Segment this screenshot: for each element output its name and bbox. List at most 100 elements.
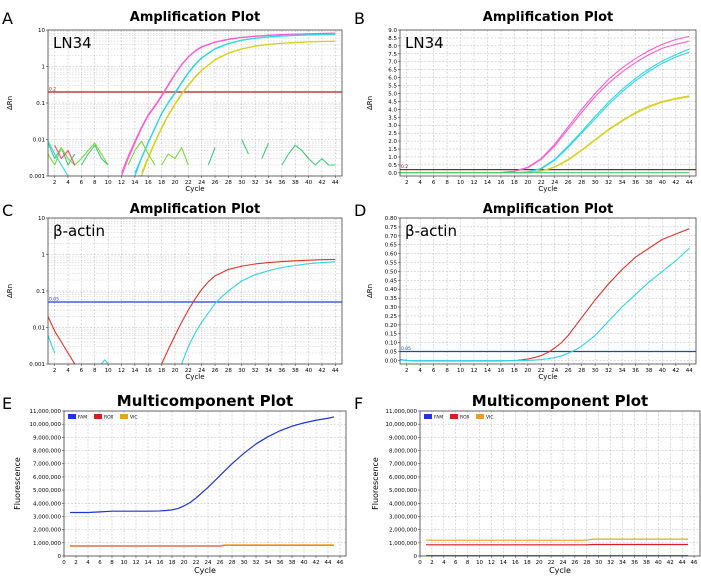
x-tick-label: 18 (524, 560, 531, 566)
y-tick-label: 0.001 (29, 362, 45, 368)
x-tick-label: 24 (559, 560, 566, 566)
x-tick-label: 2 (53, 368, 57, 374)
x-tick-label: 42 (318, 180, 325, 186)
x-tick-label: 0 (62, 560, 66, 566)
x-tick-label: 12 (133, 560, 140, 566)
series-line-4 (400, 48, 690, 174)
x-tick-label: 16 (145, 180, 152, 186)
x-tick-label: 44 (332, 180, 339, 186)
y-tick-label: 7.0 (388, 60, 397, 66)
x-tick-label: 46 (691, 560, 698, 566)
x-tick-label: 40 (655, 560, 662, 566)
x-tick-label: 20 (171, 368, 178, 374)
y-tick-label: 2.5 (388, 131, 397, 137)
x-tick-label: 24 (205, 560, 212, 566)
x-tick-label: 30 (592, 180, 599, 186)
y-tick-label: 2,000,000 (389, 528, 417, 534)
plot-frame (63, 410, 347, 557)
x-tick-label: 28 (225, 180, 232, 186)
x-tick-label: 46 (337, 560, 344, 566)
y-tick-label: 3,000,000 (33, 514, 61, 520)
x-tick-label: 40 (305, 368, 312, 374)
x-tick-label: 12 (118, 368, 125, 374)
chart-panel-d: D Amplification Plot0.050.000.050.100.150… (354, 201, 697, 381)
y-tick-label: 7,000,000 (33, 462, 61, 468)
x-tick-label: 38 (645, 180, 652, 186)
x-tick-label: 44 (325, 560, 332, 566)
x-tick-label: 4 (66, 180, 70, 186)
x-tick-label: 4 (418, 180, 422, 186)
y-axis-label: ΔRn (6, 284, 14, 298)
x-tick-label: 36 (278, 180, 285, 186)
x-tick-label: 2 (430, 560, 434, 566)
x-tick-label: 14 (484, 180, 491, 186)
x-tick-label: 32 (607, 560, 614, 566)
y-tick-label: 6.0 (388, 76, 397, 82)
x-tick-label: 30 (595, 560, 602, 566)
y-tick-label: 7,000,000 (389, 462, 417, 468)
x-tick-label: 40 (659, 368, 666, 374)
y-tick-label: 10,000,000 (30, 422, 62, 428)
x-tick-label: 18 (169, 560, 176, 566)
y-tick-label: 8,000,000 (33, 449, 61, 455)
chart-title: Multicomponent Plot (472, 392, 648, 410)
x-tick-label: 2 (74, 560, 78, 566)
x-tick-label: 32 (605, 180, 612, 186)
panel-letter: E (2, 394, 12, 413)
x-tick-label: 8 (445, 180, 449, 186)
y-axis-label: Fluorescence (13, 457, 22, 510)
grid (63, 410, 346, 557)
plot-frame (399, 29, 697, 177)
x-tick-label: 38 (292, 180, 299, 186)
x-tick-label: 12 (471, 368, 478, 374)
x-tick-label: 28 (578, 180, 585, 186)
series-group (48, 258, 336, 364)
x-tick-label: 22 (193, 560, 200, 566)
series-line-2 (400, 247, 690, 362)
y-tick-label: 0.001 (29, 174, 45, 180)
threshold-label: 0.2 (401, 164, 408, 170)
x-tick-label: 2 (53, 180, 57, 186)
x-tick-label: 4 (418, 368, 422, 374)
series-line-1 (48, 316, 76, 364)
x-tick-label: 8 (466, 560, 470, 566)
y-tick-label: 1.5 (388, 147, 397, 153)
series-line-vic (425, 538, 689, 541)
y-tick-label: 0.25 (385, 314, 398, 320)
x-tick-label: 16 (497, 180, 504, 186)
x-tick-label: 4 (86, 560, 90, 566)
y-tick-label: 1,000,000 (33, 541, 61, 547)
x-tick-label: 24 (551, 180, 558, 186)
gene-annotation: β-actin (405, 222, 457, 240)
y-tick-label: 0.50 (385, 269, 398, 275)
y-axis-label: ΔRn (366, 284, 374, 298)
y-tick-label: 0.75 (385, 225, 398, 231)
legend-swatch (94, 414, 102, 419)
x-tick-label: 6 (80, 180, 84, 186)
chart-panel-b: B Amplification Plot 0.2 0.0 0.5 1.0 1.5 2.0 2.5… (354, 9, 697, 193)
series-line-15 (241, 139, 249, 155)
panel-letter: B (354, 9, 365, 28)
x-tick-label: 26 (217, 560, 224, 566)
x-tick-label: 20 (524, 368, 531, 374)
y-tick-label: 4,000,000 (389, 501, 417, 507)
x-tick-label: 20 (524, 180, 531, 186)
x-tick-label: 18 (511, 180, 518, 186)
series-group (400, 35, 690, 174)
threshold-label: 0.05 (401, 346, 411, 352)
x-tick-label: 14 (484, 368, 491, 374)
x-tick-label: 14 (500, 560, 507, 566)
y-tick-label: 1.0 (388, 155, 397, 161)
panel-letter: A (2, 9, 13, 28)
x-tick-label: 44 (332, 368, 339, 374)
x-tick-label: 18 (158, 180, 165, 186)
x-tick-label: 26 (571, 560, 578, 566)
y-tick-label: 5.0 (388, 91, 397, 97)
y-axis-label: ΔRn (6, 96, 14, 110)
series-group (70, 416, 335, 547)
x-axis-label: Cycle (185, 185, 204, 193)
y-tick-label: 0.55 (385, 261, 398, 267)
x-tick-label: 20 (171, 180, 178, 186)
